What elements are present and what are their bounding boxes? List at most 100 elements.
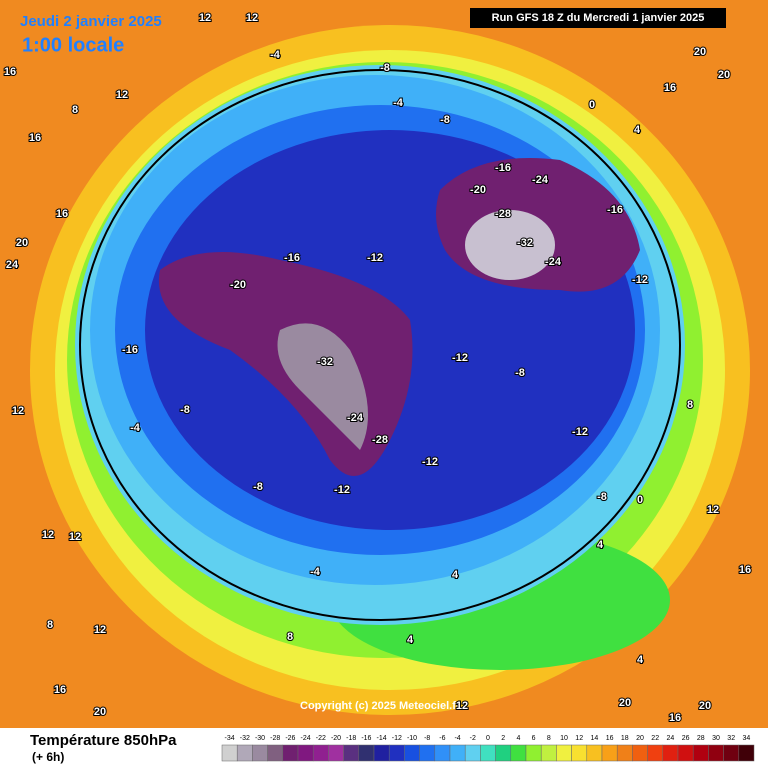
legend-swatch bbox=[267, 744, 284, 762]
isotherm-label: 12 bbox=[116, 89, 128, 101]
isotherm-label: 12 bbox=[707, 504, 719, 516]
legend-swatch bbox=[297, 744, 314, 762]
isotherm-label: -12 bbox=[452, 352, 468, 364]
legend-swatch bbox=[525, 744, 542, 762]
legend-swatch bbox=[312, 744, 329, 762]
isotherm-label: -24 bbox=[532, 174, 549, 186]
isotherm-label: 12 bbox=[199, 12, 211, 24]
legend-tick-label: -14 bbox=[377, 735, 387, 742]
isotherm-label: 4 bbox=[637, 654, 644, 666]
isotherm-label: -12 bbox=[632, 274, 648, 286]
legend-swatch bbox=[601, 744, 618, 762]
isotherm-label: -24 bbox=[545, 256, 562, 268]
isotherm-label: 16 bbox=[56, 208, 68, 220]
map bbox=[0, 0, 768, 728]
legend-swatch bbox=[723, 744, 740, 762]
isotherm-label: -28 bbox=[495, 208, 511, 220]
date: Jeudi 2 janvier 2025 bbox=[20, 13, 162, 30]
legend-tick-label: 4 bbox=[516, 735, 520, 742]
legend-swatch bbox=[328, 744, 344, 762]
legend-swatch bbox=[540, 744, 557, 762]
legend-tick-label: 0 bbox=[486, 735, 490, 742]
cold-core bbox=[465, 210, 555, 280]
isotherm-label: -8 bbox=[380, 62, 390, 74]
legend-swatch bbox=[708, 744, 724, 762]
legend-swatch bbox=[221, 744, 238, 762]
legend-tick-label: 30 bbox=[712, 735, 720, 742]
legend-swatch bbox=[738, 744, 755, 762]
isotherm-label: 20 bbox=[718, 69, 730, 81]
isotherm-label: 16 bbox=[54, 684, 66, 696]
isotherm-label: 4 bbox=[597, 539, 604, 551]
legend-swatch bbox=[571, 744, 588, 762]
isotherm-label: 12 bbox=[12, 405, 24, 417]
legend-tick-label: -30 bbox=[255, 735, 265, 742]
isotherm-label: 4 bbox=[452, 569, 459, 581]
legend-tick-label: -18 bbox=[346, 735, 356, 742]
isotherm-label: 12 bbox=[69, 531, 81, 543]
isotherm-label: -32 bbox=[517, 237, 533, 249]
legend-swatch bbox=[632, 744, 648, 762]
isotherm-label: 8 bbox=[287, 631, 293, 643]
isotherm-zero bbox=[79, 69, 681, 621]
legend-swatch bbox=[556, 744, 572, 762]
isotherm-label: -20 bbox=[470, 184, 486, 196]
legend-swatch bbox=[404, 744, 420, 762]
isotherm-label: -4 bbox=[393, 97, 404, 109]
legend-tick-label: -24 bbox=[301, 735, 311, 742]
legend-swatch bbox=[464, 744, 481, 762]
isotherm-label: 16 bbox=[669, 712, 681, 724]
legend-swatch bbox=[282, 744, 299, 762]
legend-swatch bbox=[480, 744, 496, 762]
legend-swatch bbox=[343, 744, 360, 762]
legend-tick-label: 16 bbox=[606, 735, 614, 742]
time: 1:00 locale bbox=[22, 34, 124, 56]
isotherm-label: -16 bbox=[122, 344, 138, 356]
legend-swatch bbox=[586, 744, 603, 762]
isotherm-label: 8 bbox=[687, 399, 693, 411]
legend-tick-label: -34 bbox=[225, 735, 235, 742]
legend-tick-label: 6 bbox=[532, 735, 536, 742]
isotherm-label: 4 bbox=[634, 124, 641, 136]
isotherm-label: 4 bbox=[407, 634, 414, 646]
legend-tick-label: 8 bbox=[547, 735, 551, 742]
isotherm-label: 20 bbox=[699, 700, 711, 712]
legend-swatch bbox=[495, 744, 512, 762]
isotherm-label: 20 bbox=[619, 697, 631, 709]
isotherm-label: -4 bbox=[130, 422, 141, 434]
legend-tick-label: -26 bbox=[285, 735, 295, 742]
legend-swatch bbox=[616, 744, 633, 762]
legend-swatch bbox=[358, 744, 375, 762]
copyright: Copyright (c) 2025 Meteociel.fr bbox=[300, 700, 461, 712]
cold-core bbox=[277, 323, 368, 450]
legend-swatch bbox=[677, 744, 694, 762]
legend-tick-label: 14 bbox=[591, 735, 599, 742]
isotherm-label: 20 bbox=[694, 46, 706, 58]
isotherm-label: 12 bbox=[456, 700, 468, 712]
isotherm-label: -16 bbox=[284, 252, 300, 264]
legend-swatch bbox=[236, 744, 253, 762]
run-box bbox=[470, 8, 726, 28]
legend-tick-label: 10 bbox=[560, 735, 568, 742]
isotherm-label: -16 bbox=[607, 204, 623, 216]
legend-tick-label: -12 bbox=[392, 735, 402, 742]
legend-swatch bbox=[434, 744, 451, 762]
legend-tick-label: -8 bbox=[424, 735, 430, 742]
isotherm-label: 16 bbox=[29, 132, 41, 144]
isotherm-label: 24 bbox=[6, 259, 19, 271]
legend-tick-label: 34 bbox=[743, 735, 751, 742]
legend-tick-label: 22 bbox=[651, 735, 659, 742]
isotherm-label: 12 bbox=[94, 624, 106, 636]
isotherm-label: -20 bbox=[230, 279, 246, 291]
legend-tick-label: 12 bbox=[575, 735, 583, 742]
legend-tick-label: 26 bbox=[682, 735, 690, 742]
legend-swatch bbox=[252, 744, 268, 762]
isotherm-label: 8 bbox=[47, 619, 53, 631]
legend-tick-label: -4 bbox=[454, 735, 460, 742]
legend-subtitle: (+ 6h) bbox=[32, 750, 64, 764]
isotherm-label: -12 bbox=[422, 456, 438, 468]
isotherm-label: 12 bbox=[246, 12, 258, 24]
isotherm-label: -16 bbox=[495, 162, 511, 174]
legend-tick-label: 2 bbox=[501, 735, 505, 742]
